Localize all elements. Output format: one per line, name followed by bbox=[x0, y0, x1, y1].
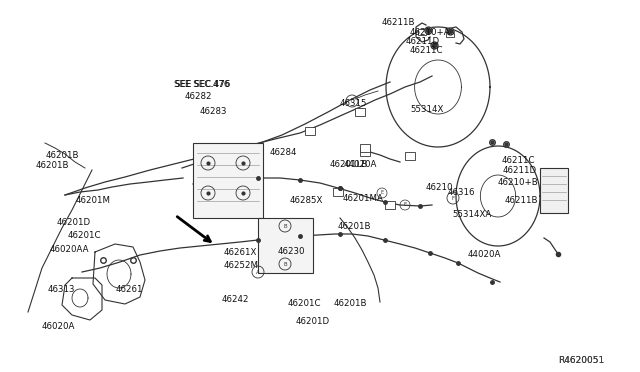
Text: 46261: 46261 bbox=[116, 285, 143, 294]
Text: 46210+A: 46210+A bbox=[410, 28, 451, 37]
Text: 46211C: 46211C bbox=[502, 156, 536, 165]
Text: SEE SEC.476: SEE SEC.476 bbox=[175, 80, 230, 89]
Text: 46252M: 46252M bbox=[224, 261, 259, 270]
Text: 44020A: 44020A bbox=[344, 160, 378, 169]
Text: 46211D: 46211D bbox=[503, 166, 537, 175]
Text: 46313: 46313 bbox=[48, 285, 76, 294]
Bar bbox=[305, 127, 315, 135]
Text: 44020A: 44020A bbox=[468, 250, 501, 259]
Text: R4620051: R4620051 bbox=[558, 356, 604, 365]
Text: 46210: 46210 bbox=[426, 183, 454, 192]
Text: 46201M: 46201M bbox=[76, 196, 111, 205]
Text: 55314XA: 55314XA bbox=[452, 210, 492, 219]
Text: 46242: 46242 bbox=[222, 295, 250, 304]
Bar bbox=[258, 218, 313, 273]
Text: B: B bbox=[283, 262, 287, 266]
Bar bbox=[405, 152, 415, 160]
Bar bbox=[418, 29, 426, 35]
Bar bbox=[385, 201, 395, 209]
Text: 46282: 46282 bbox=[185, 92, 212, 101]
Bar bbox=[333, 188, 343, 196]
Text: A: A bbox=[256, 269, 260, 275]
Text: 46201B: 46201B bbox=[338, 222, 371, 231]
Bar bbox=[193, 143, 263, 218]
Text: 46020A: 46020A bbox=[42, 322, 76, 331]
Text: R4620051: R4620051 bbox=[558, 356, 604, 365]
Bar bbox=[355, 108, 365, 116]
Text: 55314X: 55314X bbox=[410, 105, 444, 114]
Bar bbox=[360, 144, 370, 152]
Text: 46211B: 46211B bbox=[382, 18, 415, 27]
Text: 46211B: 46211B bbox=[505, 196, 538, 205]
Text: 46210+B: 46210+B bbox=[498, 178, 539, 187]
Text: E: E bbox=[403, 202, 406, 208]
Bar bbox=[446, 31, 454, 37]
Text: 46201D: 46201D bbox=[57, 218, 91, 227]
Text: 46285X: 46285X bbox=[290, 196, 323, 205]
Text: 46201B: 46201B bbox=[334, 299, 367, 308]
Text: 46284: 46284 bbox=[270, 148, 298, 157]
Text: 46211C: 46211C bbox=[410, 46, 444, 55]
Text: 46201B: 46201B bbox=[36, 161, 70, 170]
Text: E: E bbox=[380, 190, 383, 196]
Text: 46316: 46316 bbox=[448, 188, 476, 197]
Text: F: F bbox=[351, 99, 353, 103]
Text: 46261X: 46261X bbox=[224, 248, 257, 257]
Text: 46201C: 46201C bbox=[68, 231, 102, 240]
Text: B: B bbox=[283, 224, 287, 228]
Text: SEE SEC.476: SEE SEC.476 bbox=[174, 80, 229, 89]
Bar bbox=[540, 168, 568, 213]
Text: 46201MA: 46201MA bbox=[343, 194, 384, 203]
Text: 46315: 46315 bbox=[340, 99, 367, 108]
Text: F: F bbox=[451, 196, 454, 201]
Text: 46283: 46283 bbox=[200, 107, 227, 116]
Text: 46201D: 46201D bbox=[296, 317, 330, 326]
Text: 46020AA: 46020AA bbox=[50, 245, 90, 254]
Text: 46211D: 46211D bbox=[406, 37, 440, 46]
Bar bbox=[360, 149, 370, 156]
Text: 46201LB: 46201LB bbox=[330, 160, 368, 169]
Text: 46201C: 46201C bbox=[288, 299, 321, 308]
Text: 46230: 46230 bbox=[278, 247, 305, 256]
Text: 46201B: 46201B bbox=[46, 151, 79, 160]
